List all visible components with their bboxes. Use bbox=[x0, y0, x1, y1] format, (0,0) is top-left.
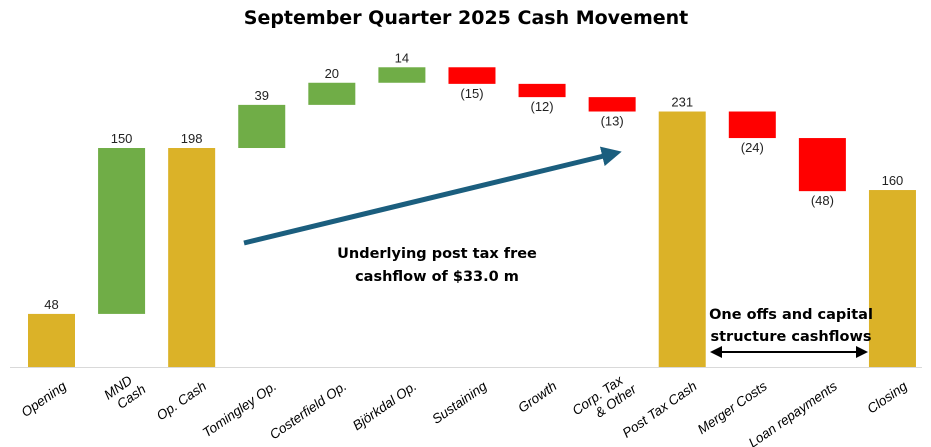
category-label-line: Björkdal Op. bbox=[350, 378, 419, 433]
category-label-line: Costerfield Op. bbox=[267, 378, 349, 442]
category-label-1: Opening bbox=[19, 378, 70, 420]
bar-7 bbox=[448, 67, 496, 84]
data-label-10: 231 bbox=[671, 95, 693, 110]
category-label-13: Closing bbox=[864, 378, 910, 416]
bar-2 bbox=[98, 148, 146, 314]
category-label-line: Opening bbox=[19, 378, 70, 420]
bar-5 bbox=[308, 82, 356, 105]
bar-11 bbox=[728, 111, 776, 139]
category-label-5: Costerfield Op. bbox=[267, 378, 349, 442]
bar-4 bbox=[238, 104, 286, 149]
bar-1 bbox=[28, 313, 75, 367]
category-label-line: Op. Cash bbox=[154, 378, 209, 423]
range-note-line-2: structure cashflows bbox=[711, 329, 872, 345]
data-label-1: 48 bbox=[44, 297, 58, 312]
data-label-5: 20 bbox=[325, 66, 339, 81]
bar-3 bbox=[168, 148, 216, 367]
bar-6 bbox=[378, 67, 426, 83]
category-label-line: Closing bbox=[864, 378, 910, 416]
data-label-13: 160 bbox=[882, 173, 904, 188]
trend-note-line-2: cashflow of $33.0 m bbox=[355, 269, 519, 285]
bar-8 bbox=[518, 83, 566, 98]
trend-note-line-1: Underlying post tax free bbox=[337, 246, 537, 262]
data-label-8: (12) bbox=[530, 99, 553, 114]
data-label-3: 198 bbox=[181, 131, 203, 146]
data-label-2: 150 bbox=[111, 131, 133, 146]
data-label-12: (48) bbox=[811, 193, 834, 208]
category-label-8: Growth bbox=[515, 378, 559, 415]
trend-arrow bbox=[243, 146, 622, 246]
data-label-6: 14 bbox=[395, 50, 409, 65]
data-label-7: (15) bbox=[460, 86, 483, 101]
category-label-line: Growth bbox=[515, 378, 559, 415]
bar-13 bbox=[868, 190, 916, 367]
range-note-line-1: One offs and capital bbox=[709, 307, 873, 323]
data-label-11: (24) bbox=[741, 140, 764, 155]
category-label-line: Sustaining bbox=[429, 378, 490, 427]
bar-10 bbox=[658, 111, 706, 367]
bar-9 bbox=[588, 97, 636, 112]
bar-12 bbox=[798, 138, 846, 192]
category-label-7: Sustaining bbox=[429, 378, 490, 427]
data-label-4: 39 bbox=[255, 88, 269, 103]
chart-title: September Quarter 2025 Cash Movement bbox=[244, 7, 688, 29]
category-label-6: Björkdal Op. bbox=[350, 378, 419, 433]
category-label-3: Op. Cash bbox=[154, 378, 209, 423]
data-label-9: (13) bbox=[601, 114, 624, 129]
